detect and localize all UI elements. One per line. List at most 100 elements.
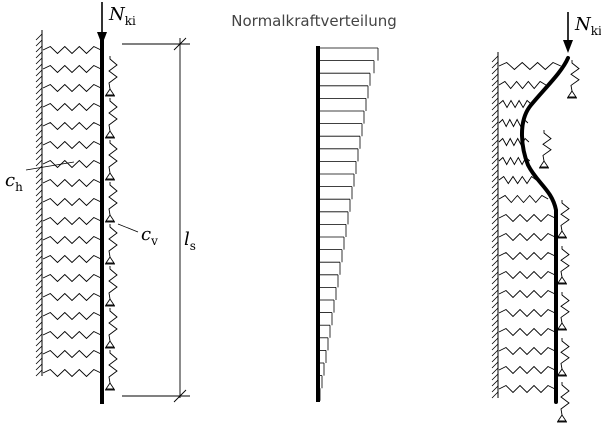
hatch-line [491, 337, 499, 345]
hatch-line [35, 231, 43, 239]
horizontal-spring [42, 140, 102, 150]
horizontal-spring [42, 273, 102, 283]
horizontal-spring [42, 159, 102, 169]
horizontal-spring [498, 308, 556, 318]
horizontal-spring [42, 368, 102, 378]
left-horizontal-springs [42, 45, 102, 378]
hatch-line [35, 153, 43, 161]
hatch-line [491, 325, 499, 333]
normal-force-title: Normalkraftverteilung [231, 12, 396, 30]
hatch-line [491, 361, 499, 369]
hatch-line [491, 73, 499, 81]
hatch-line [35, 195, 43, 203]
spring-support [105, 298, 115, 306]
hatch-line [491, 349, 499, 357]
hatch-line [35, 309, 43, 317]
horizontal-spring [42, 197, 102, 207]
horizontal-spring [498, 251, 556, 261]
hatch-line [491, 295, 499, 303]
horizontal-spring [42, 292, 102, 302]
hatch-line [35, 165, 43, 173]
hatch-line [35, 81, 43, 89]
hatch-line [35, 63, 43, 71]
hatch-line [491, 253, 499, 261]
horizontal-spring [498, 80, 547, 90]
hatch-line [35, 297, 43, 305]
vertical-spring [560, 246, 570, 278]
horizontal-spring [498, 289, 556, 299]
hatch-line [35, 267, 43, 275]
right-buckled-pile [520, 56, 570, 404]
horizontal-spring [498, 384, 556, 394]
hatch-line [491, 145, 499, 153]
hatch-line [35, 237, 43, 245]
horizontal-spring [42, 330, 102, 340]
spring-support [105, 88, 115, 96]
horizontal-spring [498, 99, 532, 109]
vertical-spring [108, 350, 118, 384]
right-ground-hatch [491, 55, 499, 399]
hatch-line [491, 229, 499, 237]
spring-support [105, 382, 115, 390]
spring-support [557, 322, 567, 330]
hatch-line [491, 127, 499, 135]
hatch-line [35, 351, 43, 359]
vertical-spring [108, 182, 118, 216]
hatch-line [35, 33, 43, 41]
hatch-line [491, 67, 499, 75]
hatch-line [35, 99, 43, 107]
hatch-line [491, 157, 499, 165]
ch-leader [25, 161, 75, 171]
hatch-line [491, 355, 499, 363]
horizontal-spring [42, 45, 102, 55]
hatch-line [491, 307, 499, 315]
hatch-line [35, 315, 43, 323]
hatch-line [491, 85, 499, 93]
hatch-line [35, 213, 43, 221]
right-vertical-springs [539, 60, 580, 423]
vertical-spring [560, 338, 570, 370]
hatch-line [35, 249, 43, 257]
vertical-spring [108, 56, 118, 90]
horizontal-spring [42, 178, 102, 188]
hatch-line [491, 343, 499, 351]
horizontal-spring [42, 311, 102, 321]
spring-support [567, 90, 577, 98]
right-load-label: Nki [574, 14, 601, 38]
cv-leader [117, 223, 139, 233]
left-vertical-springs [105, 56, 118, 391]
hatch-line [35, 45, 43, 53]
right-panel: Nki [491, 12, 601, 423]
hatch-line [35, 51, 43, 59]
hatch-line [491, 241, 499, 249]
ch-label: ch [5, 170, 23, 194]
middle-panel: Normalkraftverteilung [231, 12, 397, 402]
hatch-line [491, 79, 499, 87]
hatch-line [491, 133, 499, 141]
hatch-line [35, 339, 43, 347]
hatch-line [491, 289, 499, 297]
hatch-line [491, 301, 499, 309]
hatch-line [491, 283, 499, 291]
hatch-line [491, 193, 499, 201]
hatch-line [491, 169, 499, 177]
horizontal-spring [42, 121, 102, 131]
hatch-line [35, 159, 43, 167]
hatch-line [35, 291, 43, 299]
spring-support [557, 414, 567, 422]
left-load-label: Nki [108, 4, 136, 28]
hatch-line [491, 55, 499, 63]
horizontal-spring [42, 102, 102, 112]
hatch-line [491, 151, 499, 159]
hatch-line [35, 171, 43, 179]
horizontal-spring [498, 346, 556, 356]
hatch-line [491, 109, 499, 117]
cv-label: cv [141, 224, 158, 248]
vertical-spring [108, 224, 118, 258]
hatch-line [35, 189, 43, 197]
hatch-line [35, 273, 43, 281]
right-load-arrow [563, 12, 573, 53]
left-panel: Nki ch cv ls [5, 2, 196, 404]
hatch-line [35, 135, 43, 143]
